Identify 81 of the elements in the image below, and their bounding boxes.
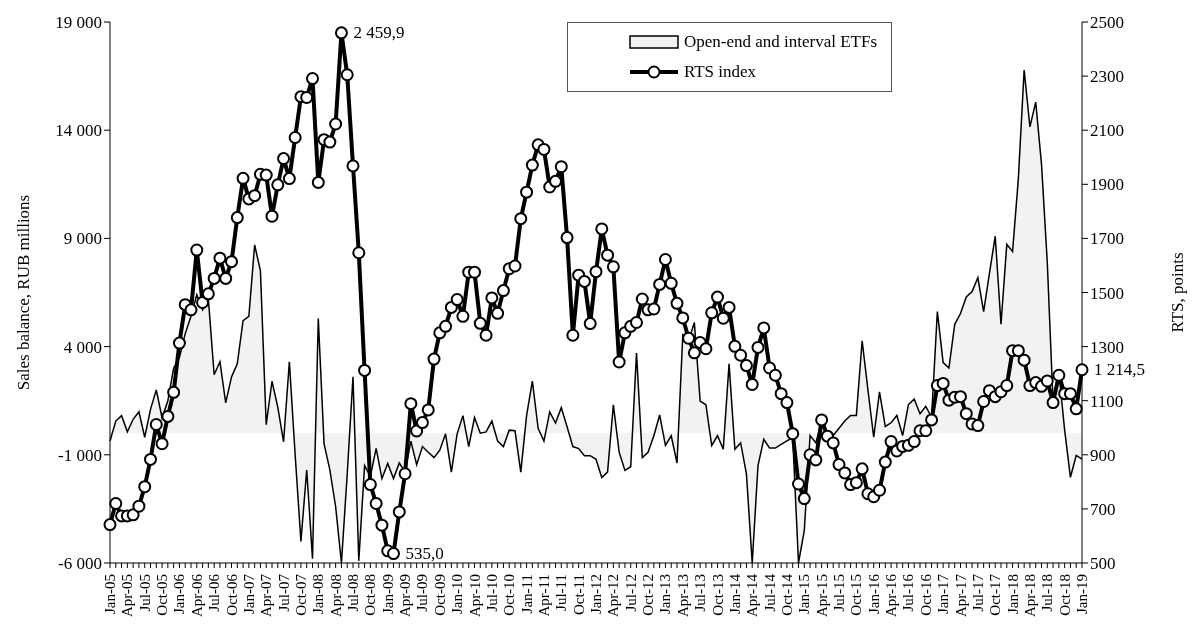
y2-axis-title: RTS, points [1168, 252, 1188, 333]
x-tick-label: Jul-07 [275, 573, 292, 612]
y2-tick-label: 2100 [1090, 121, 1124, 141]
y-tick-label: 19 000 [55, 13, 102, 33]
y2-tick-label: 700 [1090, 499, 1116, 519]
x-tick-label: Jan-16 [865, 573, 882, 614]
x-tick-label: Oct-17 [987, 573, 1004, 616]
x-tick-label: Jan-05 [102, 574, 118, 614]
x-tick-label: Apr-08 [327, 574, 344, 618]
x-tick-label: Oct-10 [501, 574, 518, 616]
x-tick-label: Jul-14 [761, 573, 778, 612]
x-tick-label: Apr-05 [119, 574, 136, 618]
data-label: 2 459,9 [353, 22, 405, 42]
x-tick-label: Jan-18 [1004, 574, 1021, 614]
x-tick-label: Jan-07 [240, 573, 257, 614]
x-tick-label: Jul-17 [969, 573, 986, 612]
x-tick-label: Apr-14 [744, 573, 761, 618]
x-tick-label: Oct-11 [570, 574, 587, 616]
x-tick-label: Jul-13 [692, 574, 709, 612]
y2-tick-label: 1900 [1090, 175, 1124, 195]
x-tick-label: Apr-17 [952, 573, 969, 618]
x-tick-label: Oct-12 [640, 574, 657, 616]
y-tick-label: 4 000 [63, 337, 102, 357]
x-tick-label: Jan-14 [726, 573, 743, 614]
x-tick-label: Apr-10 [466, 574, 483, 618]
x-tick-label: Oct-16 [917, 573, 934, 616]
x-tick-label: Jul-16 [900, 573, 917, 612]
x-tick-label: Jan-08 [310, 574, 327, 614]
y-axis-title: Sales balance, RUB millions [14, 194, 34, 391]
x-tick-label: Jan-13 [657, 574, 674, 614]
x-tick-label: Apr-11 [535, 574, 552, 617]
x-tick-label: Jan-12 [588, 574, 604, 614]
x-tick-label: Apr-13 [674, 574, 691, 618]
y2-tick-label: 500 [1090, 554, 1116, 574]
y2-tick-label: 2300 [1090, 67, 1124, 87]
x-tick-label: Jan-17 [935, 573, 952, 614]
data-label: 535,0 [405, 543, 444, 563]
x-tick-label: Jul-05 [136, 574, 153, 612]
y-tick-label: -6 000 [58, 554, 102, 574]
y-tick-label: 14 000 [55, 121, 102, 141]
y2-tick-label: 900 [1090, 445, 1116, 465]
x-tick-label: Apr-12 [605, 574, 622, 618]
y-tick-label: 9 000 [63, 229, 102, 249]
x-tick-label: Jul-12 [622, 574, 639, 612]
data-label: 1 214,5 [1094, 359, 1145, 379]
x-tick-label: Oct-14 [778, 573, 795, 616]
x-tick-label: Oct-13 [709, 574, 726, 616]
x-tick-label: Apr-07 [258, 573, 275, 618]
x-tick-label: Jul-10 [483, 574, 500, 612]
x-tick-label: Jul-18 [1039, 574, 1056, 612]
x-tick-label: Oct-15 [848, 574, 865, 616]
x-tick-label: Oct-06 [223, 573, 240, 616]
x-tick-label: Jan-11 [518, 574, 535, 614]
x-tick-label: Jan-06 [171, 573, 188, 614]
x-tick-label: Apr-09 [397, 574, 414, 618]
legend-label: Open-end and interval ETFs [683, 32, 877, 52]
x-tick-label: Jul-08 [345, 574, 361, 612]
x-tick-label: Jul-09 [414, 574, 431, 612]
x-tick-label: Apr-15 [813, 574, 830, 618]
x-tick-label: Jan-09 [379, 574, 396, 614]
x-tick-label: Apr-18 [1021, 574, 1038, 618]
x-tick-label: Oct-07 [292, 573, 309, 616]
legend-label: RTS index [683, 62, 757, 82]
x-tick-label: Apr-06 [188, 573, 205, 618]
y2-tick-label: 1700 [1090, 229, 1124, 249]
y2-tick-label: 1100 [1090, 391, 1124, 411]
x-tick-label: Oct-09 [431, 574, 448, 616]
y2-tick-label: 1300 [1090, 337, 1124, 357]
x-tick-label: Oct-05 [154, 574, 171, 616]
x-tick-label: Jan-19 [1074, 574, 1090, 614]
y-tick-label: -1 000 [58, 445, 102, 465]
x-tick-label: Jul-11 [553, 574, 570, 611]
x-tick-label: Jan-15 [796, 574, 813, 614]
x-tick-label: Jul-15 [831, 574, 847, 612]
x-tick-label: Oct-18 [1056, 574, 1073, 616]
x-tick-label: Jul-06 [206, 573, 223, 612]
x-tick-label: Jan-10 [449, 574, 466, 614]
y2-tick-label: 1500 [1090, 283, 1124, 303]
y2-tick-label: 2500 [1090, 13, 1124, 33]
x-tick-label: Apr-16 [883, 573, 900, 618]
x-tick-label: Oct-08 [362, 574, 379, 616]
